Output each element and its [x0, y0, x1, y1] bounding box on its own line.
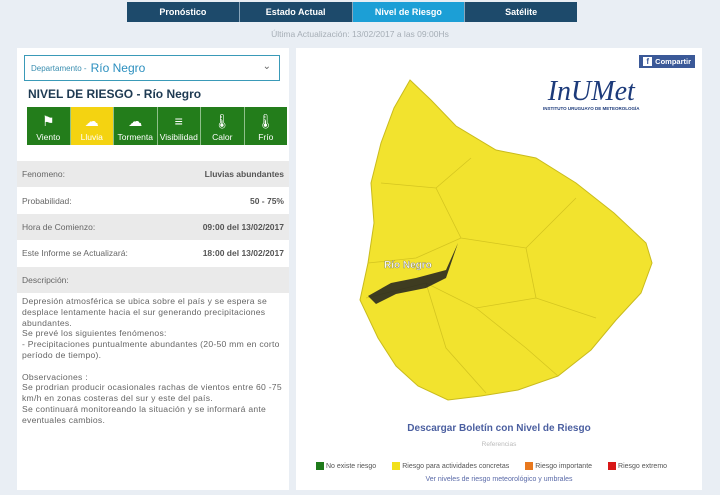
phenomenon-lluvia[interactable]: ☁ Lluvia — [70, 107, 114, 145]
risk-levels-link[interactable]: Ver niveles de riesgo meteorológico y um… — [425, 476, 573, 483]
thermometer-cold-icon: 🌡 — [256, 113, 275, 129]
legend-label: Riesgo importante — [535, 462, 593, 470]
phenomenon-visibilidad[interactable]: ≡ Visibilidad — [157, 107, 201, 145]
share-label: Compartir — [655, 57, 691, 66]
phenomenon-label: Calor — [212, 132, 233, 142]
detail-row-fenomeno: Fenomeno: Lluvias abundantes — [17, 161, 289, 187]
main-tabs: Pronóstico Estado Actual Nivel de Riesgo… — [127, 2, 577, 22]
logo-subtitle: INSTITUTO URUGUAYO DE METEOROLOGÍA — [543, 106, 640, 111]
department-value: Río Negro — [90, 61, 146, 75]
chevron-down-icon: ⌄ — [262, 61, 271, 72]
phenomenon-label: Tormenta — [117, 132, 153, 142]
rio-negro-department — [368, 243, 458, 304]
legend-item: Riesgo extremo — [608, 462, 667, 470]
facebook-icon: f — [643, 57, 653, 66]
map-country-shape — [359, 79, 653, 401]
description-text: Depresión atmosférica se ubica sobre el … — [22, 296, 282, 425]
legend-item: No existe riesgo — [316, 462, 376, 470]
detail-label: Fenomeno: — [22, 169, 65, 179]
phenomenon-label: Viento — [36, 132, 61, 142]
logo-name: InUMet — [547, 76, 635, 107]
uruguay-map: Río Negro — [359, 79, 653, 401]
department-label: Departamento - — [31, 63, 87, 73]
phenomenon-calor[interactable]: 🌡 Calor — [201, 107, 245, 145]
phenomenon-viento[interactable]: ⚑ Viento — [27, 107, 71, 145]
legend-item: Riesgo importante — [525, 462, 592, 470]
tab-estado-actual[interactable]: Estado Actual — [240, 2, 353, 22]
risk-panel: Departamento - Río Negro ⌄ NIVEL DE RIES… — [17, 48, 289, 490]
legend-item: Riesgo para actividades concretas — [392, 462, 509, 470]
detail-label: Descripción: — [22, 275, 69, 285]
storm-cloud-icon: ☁ — [128, 113, 143, 129]
references-label: Referencias — [481, 441, 517, 448]
detail-value: 09:00 del 13/02/2017 — [202, 222, 284, 232]
detail-value: 18:00 del 13/02/2017 — [202, 248, 284, 258]
windsock-icon: ⚑ — [41, 113, 55, 129]
phenomenon-frio[interactable]: 🌡 Frío — [244, 107, 287, 145]
inumet-logo: InUMet INSTITUTO URUGUAYO DE METEOROLOGÍA — [543, 76, 640, 112]
legend-swatch — [525, 462, 534, 470]
download-bulletin-link[interactable]: Descargar Boletín con Nivel de Riesgo — [407, 423, 591, 434]
detail-label: Probabilidad: — [22, 196, 72, 206]
tab-pronostico[interactable]: Pronóstico — [127, 2, 240, 22]
share-facebook-button[interactable]: f Compartir — [639, 55, 695, 68]
phenomenon-label: Visibilidad — [159, 132, 198, 142]
tab-nivel-de-riesgo[interactable]: Nivel de Riesgo — [352, 2, 466, 22]
map-highlight-label: Río Negro — [384, 260, 432, 271]
legend-label: Riesgo extremo — [618, 462, 668, 470]
legend: No existe riesgo Riesgo para actividades… — [316, 462, 667, 470]
legend-swatch — [608, 462, 617, 470]
last-update: Última Actualización: 13/02/2017 a las 0… — [271, 29, 449, 39]
legend-label: No existe riesgo — [326, 462, 377, 470]
thermometer-hot-icon: 🌡 — [213, 113, 232, 129]
phenomenon-label: Lluvia — [80, 132, 103, 142]
detail-row-descripcion: Descripción: — [17, 267, 289, 293]
detail-row-probabilidad: Probabilidad: 50 - 75% — [17, 188, 289, 214]
fog-lines-icon: ≡ — [174, 113, 183, 129]
legend-swatch — [392, 462, 401, 470]
page-title: NIVEL DE RIESGO - Río Negro — [28, 87, 202, 101]
phenomena-bar: ⚑ Viento ☁ Lluvia ☁ Tormenta ≡ Visibilidad 🌡… — [27, 107, 287, 145]
map-panel: Río Negro f Compartir InUMet INSTITUTO URU… — [296, 48, 702, 490]
detail-value: 50 - 75% — [249, 196, 284, 206]
legend-label: Riesgo para actividades concretas — [402, 462, 510, 470]
tab-satelite[interactable]: Satélite — [505, 7, 538, 17]
rain-cloud-icon: ☁ — [84, 113, 99, 129]
department-select[interactable]: Departamento - Río Negro ⌄ — [24, 55, 280, 81]
detail-label: Este Informe se Actualizará: — [22, 248, 128, 258]
phenomenon-label: Frío — [258, 132, 274, 142]
detail-label: Hora de Comienzo: — [22, 222, 96, 232]
legend-swatch — [316, 462, 324, 470]
detail-row-hora-comienzo: Hora de Comienzo: 09:00 del 13/02/2017 — [17, 214, 289, 240]
phenomenon-tormenta[interactable]: ☁ Tormenta — [114, 107, 158, 145]
detail-value: Lluvias abundantes — [204, 169, 284, 179]
detail-row-actualizacion: Este Informe se Actualizará: 18:00 del 13… — [17, 240, 289, 266]
